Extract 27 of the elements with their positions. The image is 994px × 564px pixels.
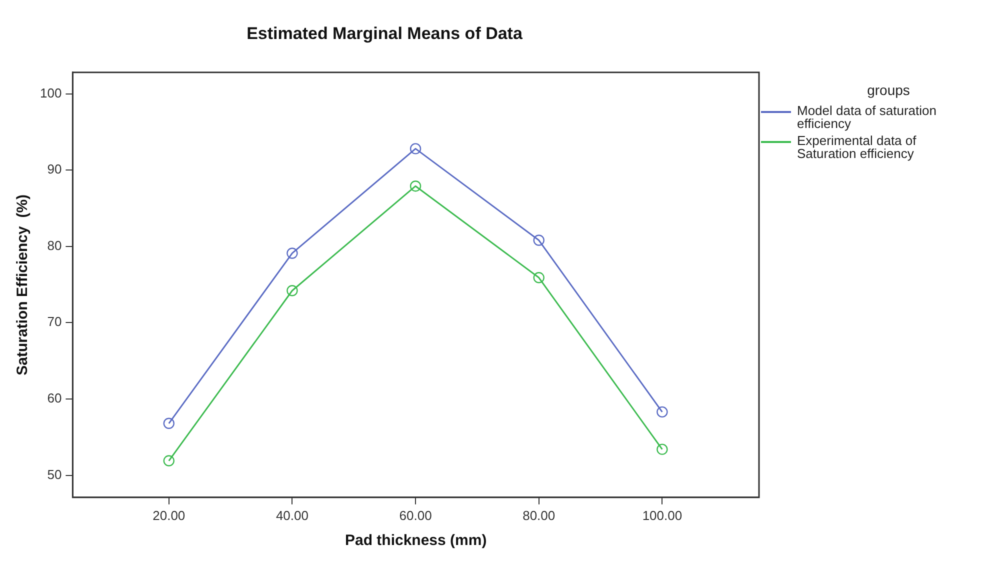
chart-title: Estimated Marginal Means of Data — [246, 24, 523, 43]
y-tick-label: 100 — [40, 85, 62, 100]
point — [533, 234, 544, 246]
point — [656, 406, 668, 418]
point — [286, 248, 298, 259]
y-tick-label: 50 — [47, 466, 62, 482]
point — [163, 418, 174, 429]
y-tick-label: 60 — [47, 390, 62, 406]
x-tick-label: 20.00 — [152, 508, 186, 523]
x-tick-label: 100.00 — [642, 508, 682, 523]
x-tick-label: 80.00 — [522, 508, 556, 523]
point — [533, 272, 544, 284]
y-tick-label: 90 — [47, 162, 62, 177]
y-axis-title: Saturation Efficiency (%) — [14, 194, 32, 376]
x-axis-title: Pad thickness (mm) — [344, 532, 487, 550]
x-tick-label: 40.00 — [276, 508, 308, 523]
point — [410, 180, 422, 192]
point — [410, 143, 422, 154]
y-tick-label: 80 — [47, 238, 62, 253]
point — [656, 444, 668, 455]
legend-title: groups — [866, 82, 911, 98]
x-tick-label: 60.00 — [399, 508, 432, 523]
legend-label: Model data of saturation efficiency — [797, 103, 938, 132]
point — [286, 285, 298, 296]
y-tick-label: 70 — [47, 314, 62, 330]
point — [163, 455, 174, 466]
legend-label: Experimental data of Saturation efficiency — [797, 133, 918, 162]
